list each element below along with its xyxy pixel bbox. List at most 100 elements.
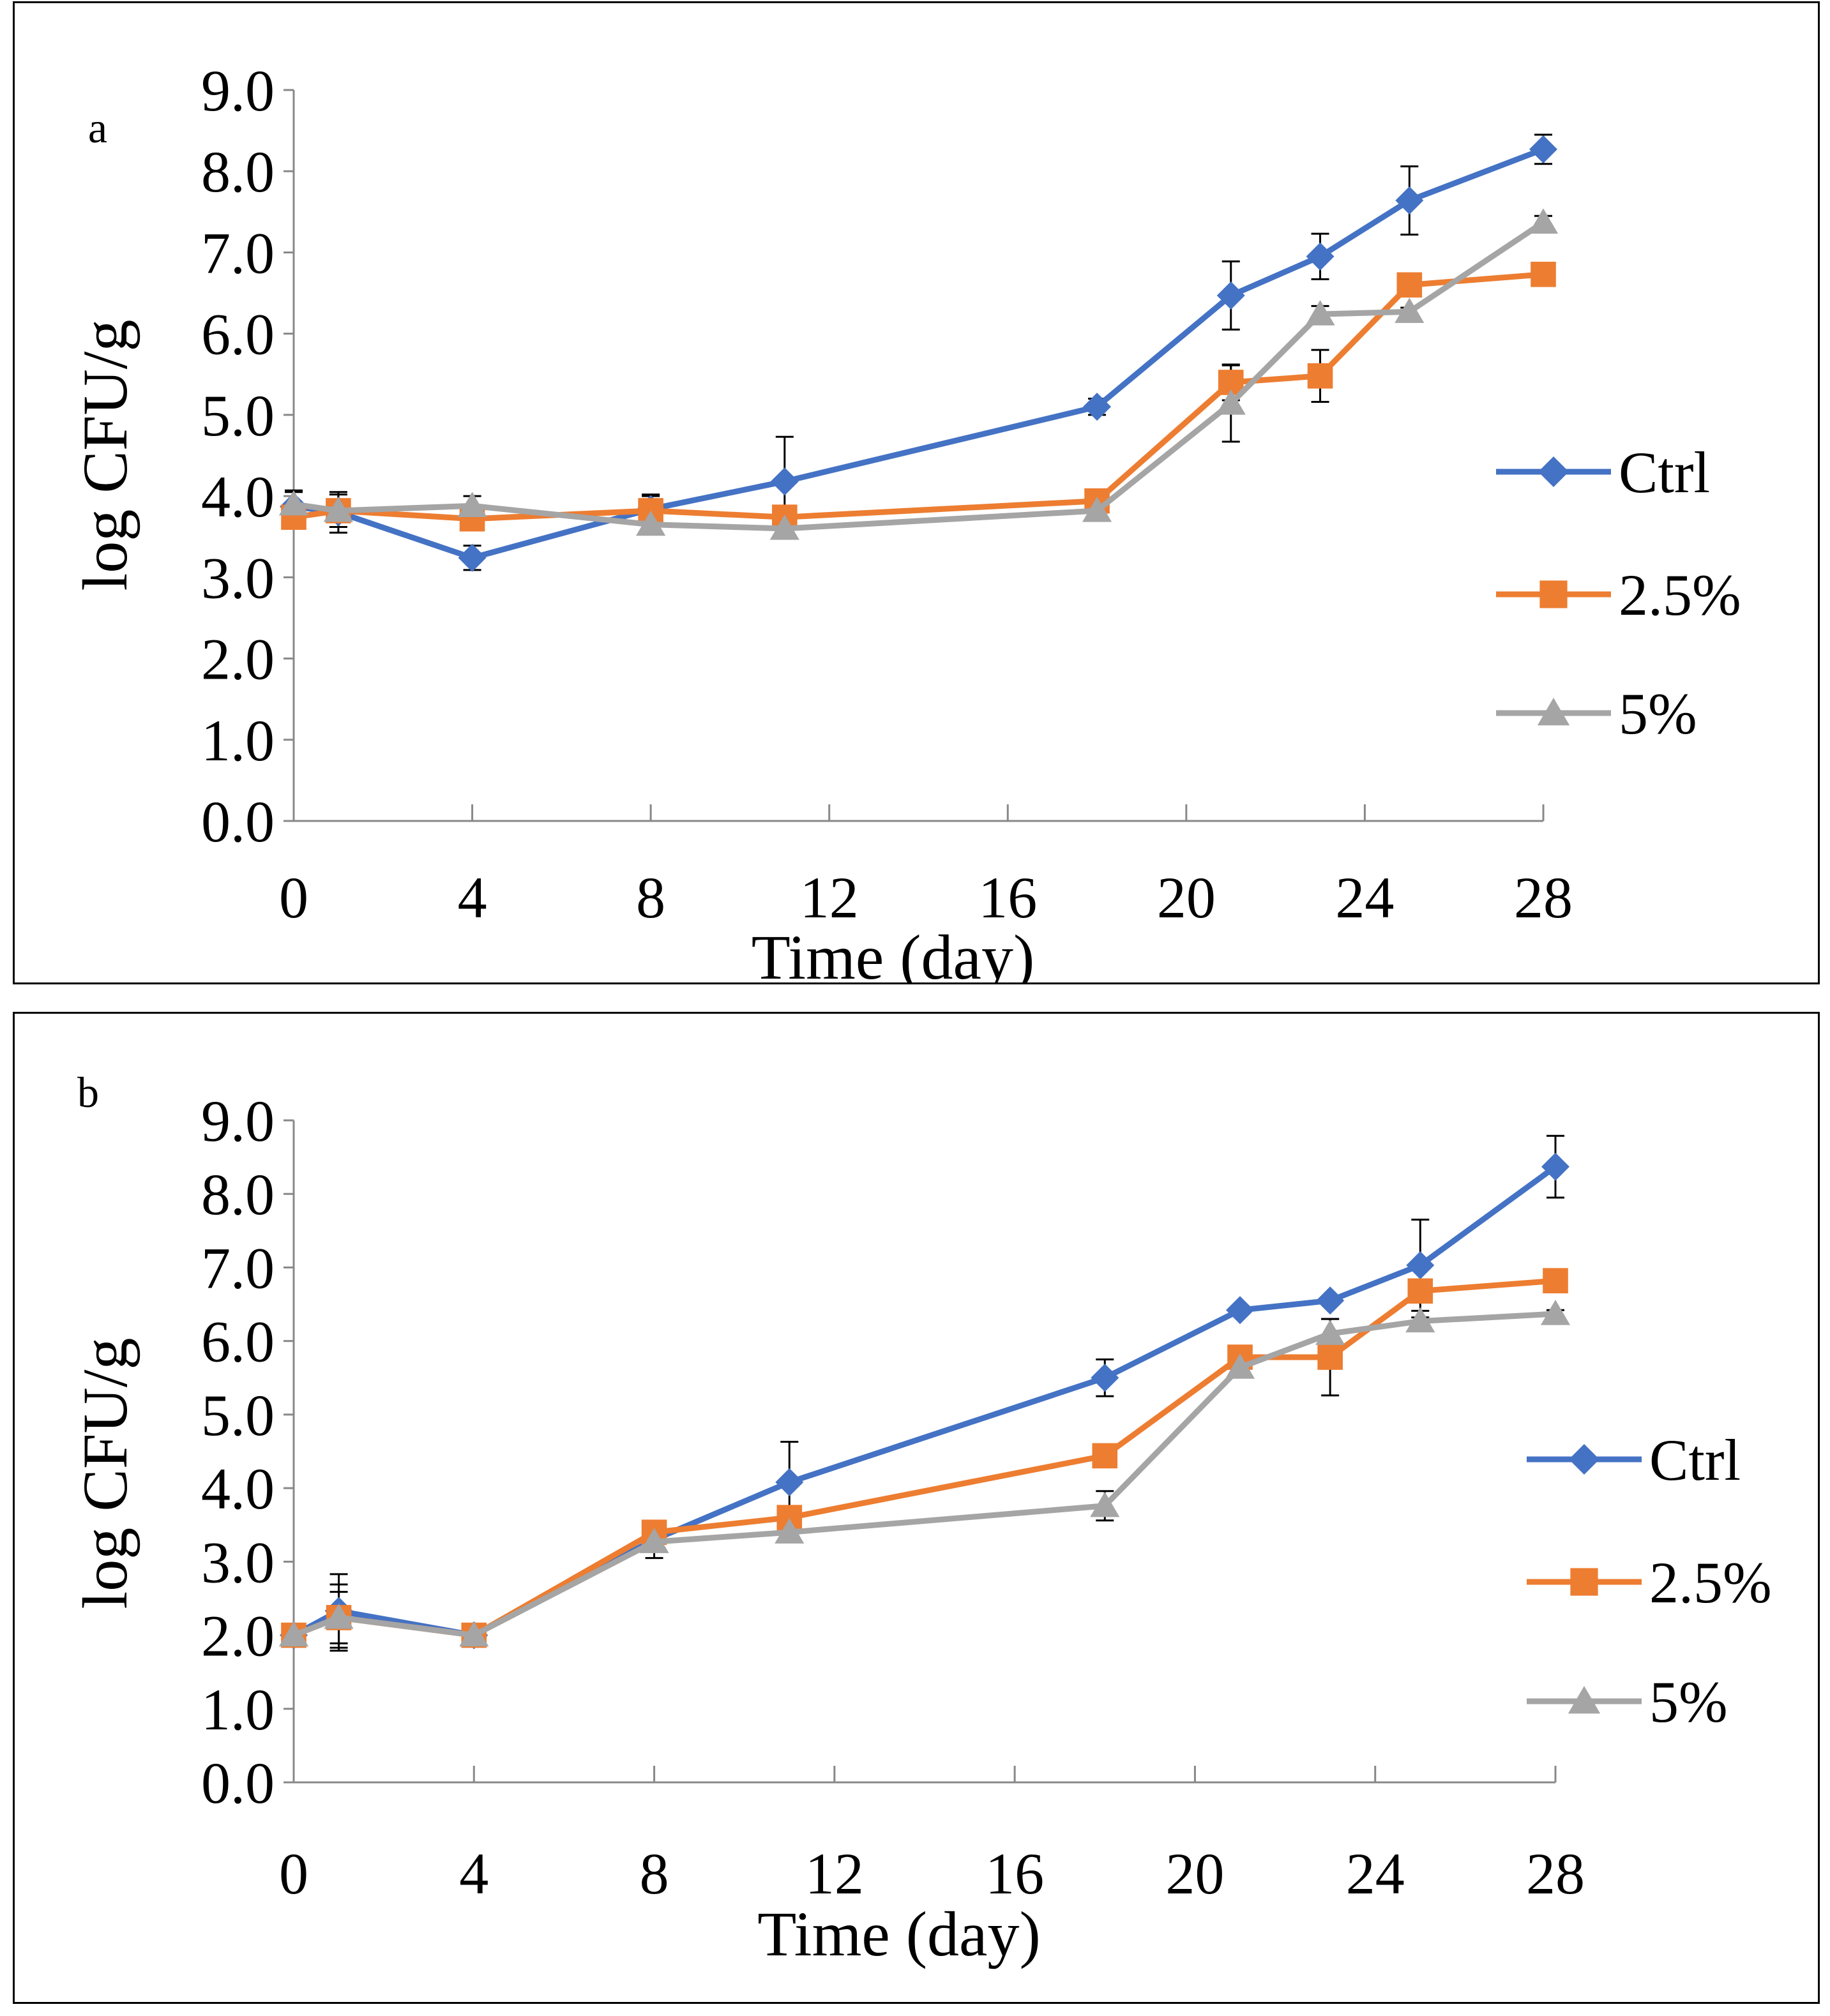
- data-point-p25: [1307, 363, 1333, 389]
- y-tick-label: 8.0: [201, 139, 275, 204]
- data-point-p5: [1315, 1320, 1345, 1345]
- x-tick-label: 20: [1165, 1841, 1224, 1906]
- data-point-p5: [324, 1603, 354, 1629]
- series-line-ctrl: [293, 146, 1545, 561]
- y-tick-label: 4.0: [201, 464, 275, 529]
- y-axis-title: log CFU/g: [70, 1337, 140, 1609]
- x-tick-label: 12: [805, 1841, 864, 1906]
- data-point-p5: [769, 515, 799, 540]
- y-tick-label: 3.0: [201, 545, 275, 610]
- square-icon: [1570, 1568, 1598, 1596]
- data-point-p5: [1082, 497, 1112, 522]
- data-point-p5: [1528, 208, 1559, 234]
- x-tick-label: 16: [985, 1841, 1044, 1906]
- data-point-p5: [775, 1518, 805, 1544]
- y-tick-label: 2.0: [201, 627, 275, 692]
- data-point-ctrl: [1216, 281, 1245, 310]
- y-tick-label: 0.0: [201, 789, 275, 854]
- data-point-p25: [1396, 272, 1423, 298]
- x-tick-label: 20: [1157, 865, 1216, 930]
- x-tick-label: 4: [459, 1841, 488, 1906]
- x-tick-label: 12: [800, 865, 859, 930]
- y-tick-label: 3.0: [201, 1530, 275, 1595]
- panel-b: 0.0 1.0 2.0 3.0 4.0 5.0 6.0 7.0 8.0 9.0 0 4 8 12 16 20 2…: [13, 1012, 1820, 2004]
- data-point-p5: [1405, 1307, 1435, 1333]
- data-point-ctrl: [1316, 1286, 1345, 1315]
- x-tick-label: 0: [279, 865, 308, 930]
- data-point-p5: [636, 510, 666, 536]
- data-point-p5: [278, 490, 309, 516]
- x-axis-title: Time (day): [752, 922, 1035, 982]
- triangle-icon: [1537, 698, 1570, 726]
- y-tick-label: 4.0: [201, 1456, 275, 1521]
- data-point-p25: [1317, 1344, 1343, 1370]
- data-point-ctrl: [1306, 242, 1335, 271]
- x-tick-label: 28: [1526, 1841, 1585, 1906]
- y-axis-title: log CFU/g: [70, 319, 140, 591]
- y-tick-label: 7.0: [201, 220, 275, 285]
- data-point-ctrl: [1091, 1364, 1119, 1392]
- data-point-ctrl: [775, 1468, 804, 1496]
- y-tick-label: 5.0: [201, 1383, 275, 1448]
- data-point-p5: [1216, 389, 1246, 415]
- data-point-p25: [1092, 1443, 1118, 1469]
- x-tick-label: 4: [458, 865, 487, 930]
- data-point-ctrl: [1083, 393, 1112, 421]
- series-line-p5: [292, 1311, 1556, 1639]
- panel-a: 0.0 1.0 2.0 3.0 4.0 5.0 6.0 7.0 8.0 9.0 0 4 8 12 16 20 2…: [13, 1, 1820, 984]
- y-tick-label: 1.0: [201, 1677, 275, 1742]
- x-tick-label: 16: [978, 865, 1037, 930]
- data-point-ctrl: [458, 543, 487, 572]
- y-tick-label: 6.0: [201, 1309, 275, 1374]
- data-point-p5: [278, 1621, 309, 1647]
- chart-b: 0.0 1.0 2.0 3.0 4.0 5.0 6.0 7.0 8.0 9.0 0 4 8 12 16 20 2…: [70, 1068, 1772, 1969]
- data-point-p25: [1407, 1278, 1433, 1304]
- x-tick-label: 8: [636, 865, 665, 930]
- x-axis-title: Time (day): [757, 1899, 1041, 1969]
- y-tick-label: 8.0: [201, 1162, 275, 1227]
- y-tick-label: 2.0: [201, 1604, 275, 1669]
- data-point-p5: [457, 492, 487, 517]
- legend-label-p5: 5%: [1619, 681, 1697, 746]
- panel-label: a: [88, 103, 107, 152]
- y-tick-label: 7.0: [201, 1235, 275, 1300]
- x-tick-label: 0: [279, 1841, 308, 1906]
- triangle-icon: [1568, 1686, 1601, 1714]
- data-point-p25: [1531, 261, 1556, 287]
- legend-label-p25: 2.5%: [1649, 1550, 1772, 1615]
- series-line-ctrl: [292, 1164, 1557, 1639]
- data-point-p5: [1090, 1491, 1120, 1517]
- diamond-icon: [1538, 456, 1569, 487]
- series-line-p25: [293, 271, 1544, 522]
- data-point-ctrl: [1406, 1251, 1435, 1279]
- data-point-p5: [1225, 1353, 1255, 1379]
- legend-label-p5: 5%: [1649, 1669, 1728, 1734]
- y-tick-label: 0.0: [201, 1750, 275, 1816]
- x-tick-label: 24: [1335, 865, 1394, 930]
- legend-label-p25: 2.5%: [1619, 562, 1741, 628]
- series-line-p5: [293, 220, 1545, 532]
- x-tick-label: 28: [1514, 865, 1573, 930]
- y-tick-label: 5.0: [201, 383, 275, 448]
- legend-label-ctrl: Ctrl: [1619, 440, 1710, 505]
- data-point-ctrl: [1395, 186, 1424, 215]
- data-point-p5: [1395, 297, 1425, 323]
- y-tick-label: 9.0: [201, 1088, 275, 1154]
- x-tick-label: 24: [1346, 1841, 1405, 1906]
- data-point-p5: [639, 1528, 669, 1553]
- panel-label: b: [77, 1068, 99, 1117]
- data-point-p5: [323, 497, 353, 522]
- legend-label-ctrl: Ctrl: [1649, 1427, 1741, 1493]
- data-point-ctrl: [1529, 135, 1557, 163]
- data-point-ctrl: [770, 467, 799, 496]
- series-line-p25: [292, 1277, 1556, 1639]
- y-tick-label: 6.0: [201, 302, 275, 367]
- data-point-ctrl: [1541, 1152, 1569, 1181]
- y-tick-label: 1.0: [201, 708, 275, 773]
- data-point-p25: [1543, 1268, 1568, 1293]
- x-tick-label: 8: [640, 1841, 669, 1906]
- square-icon: [1539, 580, 1568, 608]
- diamond-icon: [1569, 1444, 1599, 1475]
- chart-a: 0.0 1.0 2.0 3.0 4.0 5.0 6.0 7.0 8.0 9.0 0 4 8 12 16 20 2…: [70, 58, 1741, 982]
- data-point-ctrl: [1226, 1296, 1254, 1325]
